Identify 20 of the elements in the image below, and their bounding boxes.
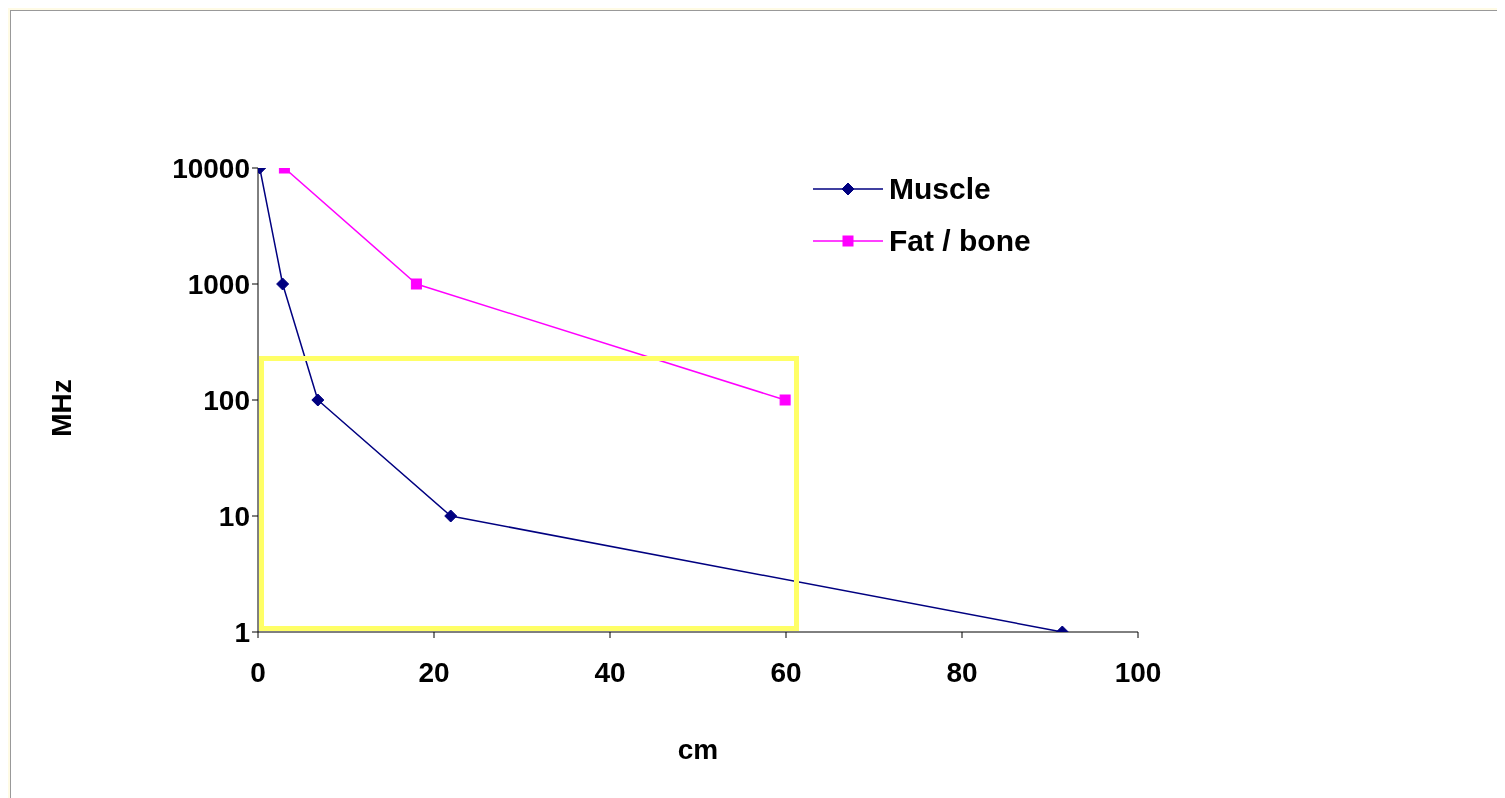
point	[311, 393, 325, 407]
point	[444, 509, 458, 523]
x-tick-label: 0	[250, 656, 266, 688]
x-tick-label: 60	[770, 656, 802, 688]
x-axis-title: cm	[677, 734, 719, 766]
y-tick-label: 100	[203, 384, 250, 416]
y-tick-label: 1000	[187, 268, 250, 300]
y-tick-label: 1	[234, 616, 250, 648]
x-tick-label: 40	[594, 656, 626, 688]
legend-label: Fat / bone	[889, 224, 1031, 258]
point	[410, 278, 422, 290]
x-tick-label: 80	[946, 656, 978, 688]
y-tick-label: 10	[218, 500, 250, 532]
point	[779, 394, 791, 406]
y-tick-label: 10000	[172, 152, 250, 184]
x-tick-label: 20	[418, 656, 450, 688]
legend-label: Muscle	[889, 172, 991, 206]
y-axis-title: MHz	[46, 379, 78, 437]
x-tick-label: 100	[1114, 656, 1162, 688]
point	[276, 277, 290, 291]
